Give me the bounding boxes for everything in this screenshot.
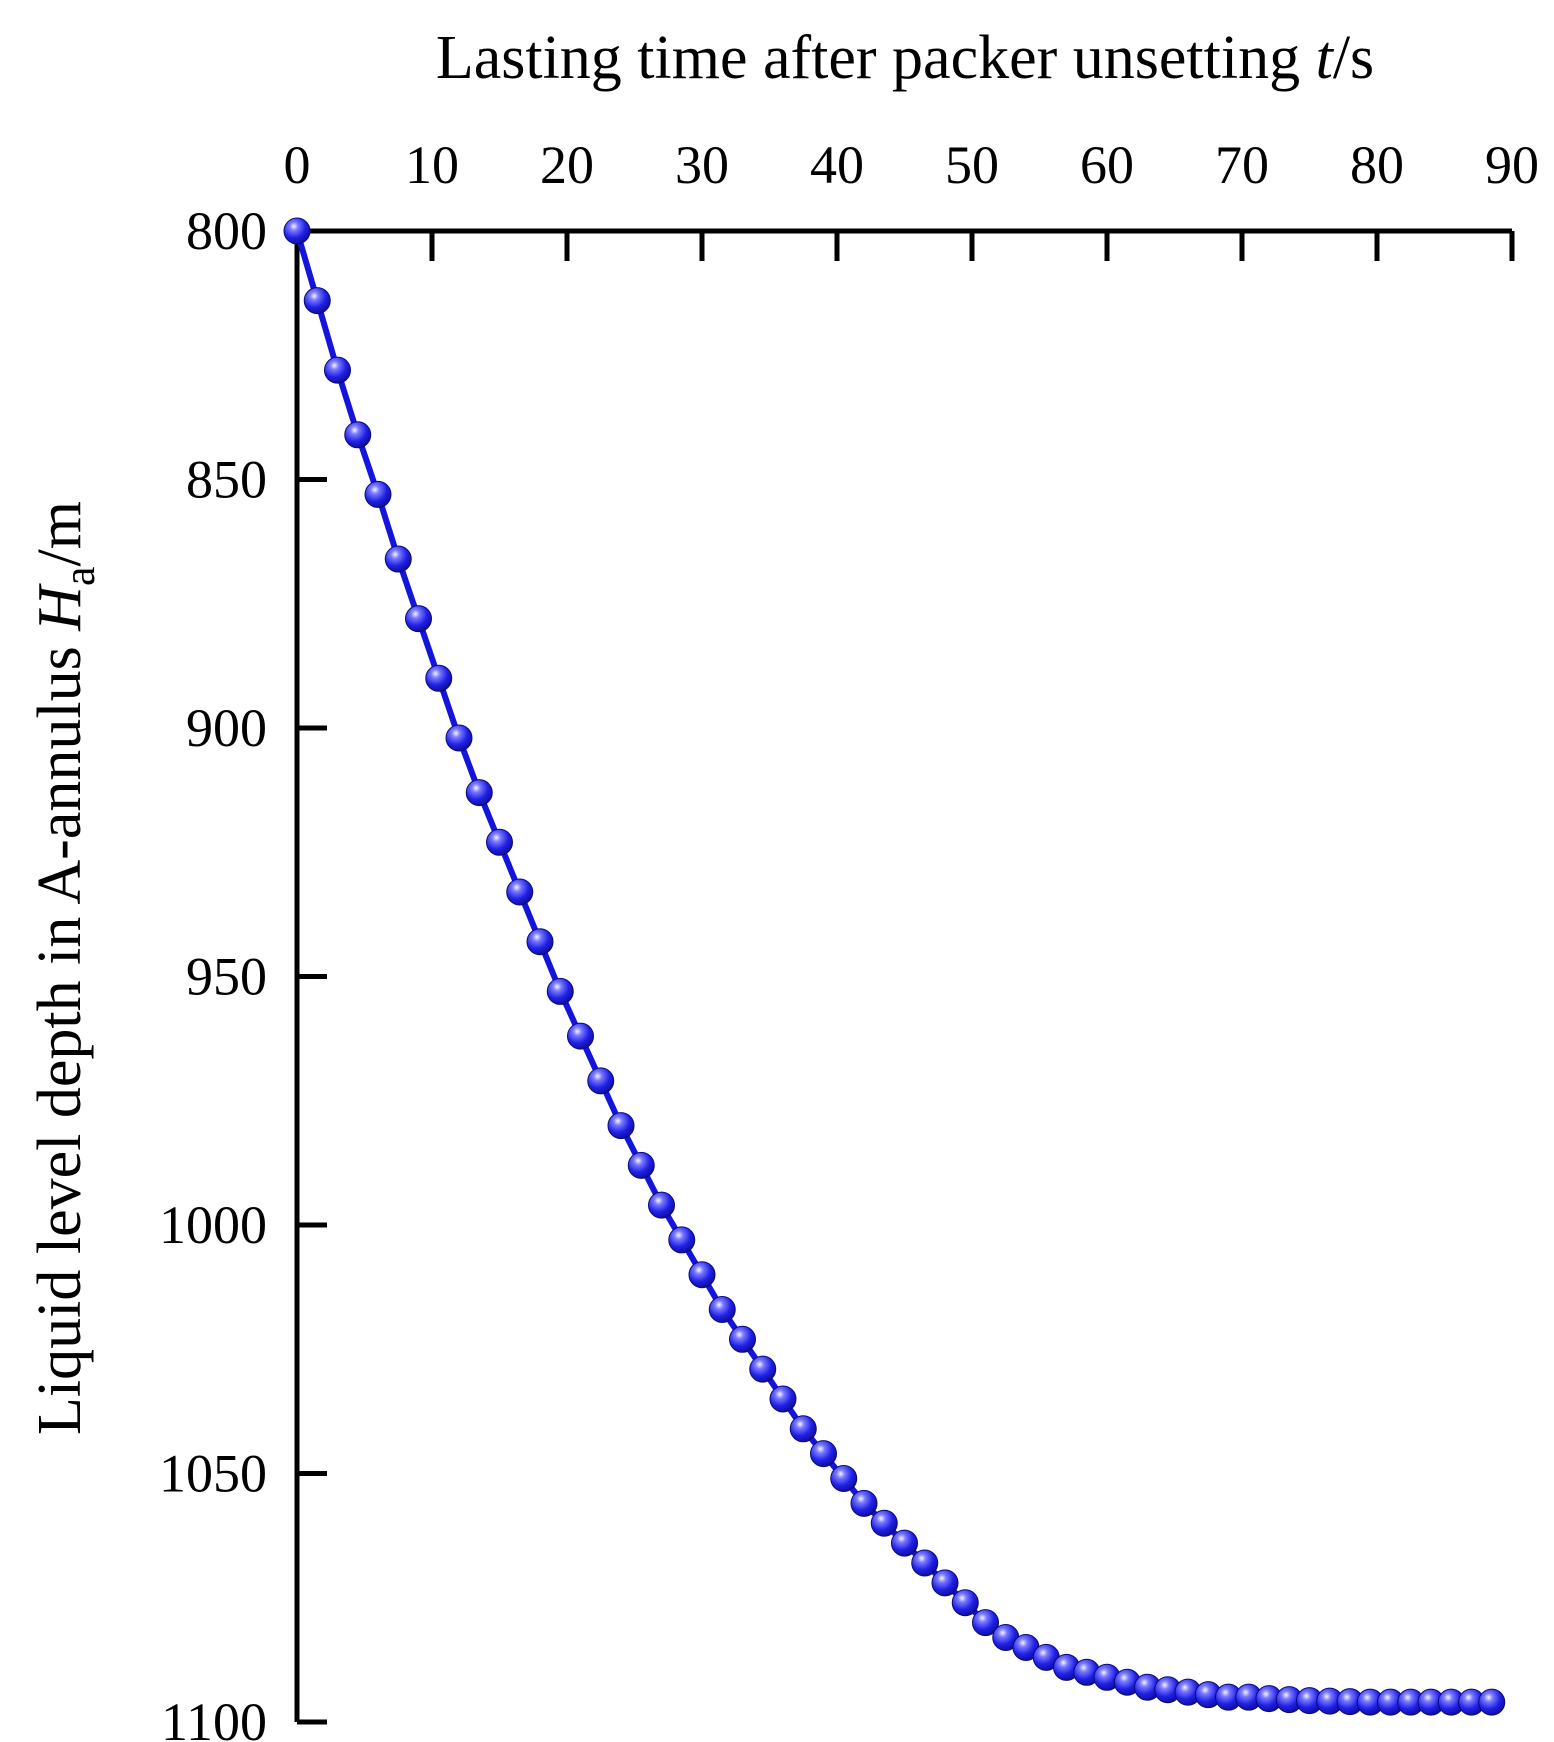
data-point [951, 1589, 979, 1617]
data-point [506, 878, 534, 906]
data-point [587, 1067, 615, 1095]
data-point [425, 664, 453, 692]
data-point [668, 1226, 696, 1254]
data-point [324, 356, 351, 384]
data-point [749, 1355, 777, 1383]
y-axis-ticks: 800 850 900 950 1000 1050 1100 [159, 201, 327, 1742]
data-point [486, 828, 513, 856]
y-tick-label: 850 [186, 450, 267, 510]
data-point [870, 1509, 898, 1537]
data-point [648, 1191, 675, 1219]
data-point [364, 480, 392, 508]
data-point [1478, 1688, 1506, 1716]
y-tick-label: 900 [186, 698, 267, 758]
data-point [810, 1440, 837, 1468]
x-tick-label: 50 [945, 135, 999, 195]
series-0 [283, 217, 1506, 1716]
y-tick-label: 1100 [161, 1692, 267, 1742]
data-point [972, 1609, 999, 1637]
data-point [405, 605, 432, 633]
x-tick-label: 20 [540, 135, 594, 195]
data-point [607, 1112, 635, 1140]
x-tick-label: 90 [1485, 135, 1539, 195]
series-layer [283, 217, 1506, 1716]
data-point [384, 545, 412, 573]
x-tick-label: 70 [1215, 135, 1269, 195]
x-axis-ticks: 0 10 20 30 40 50 60 70 80 90 [284, 135, 1539, 261]
data-point [546, 977, 574, 1005]
data-point [850, 1489, 878, 1517]
x-axis: 0 10 20 30 40 50 60 70 80 90 [284, 135, 1539, 261]
data-point [891, 1529, 918, 1557]
x-tick-label: 40 [810, 135, 864, 195]
y-tick-label: 1050 [159, 1444, 267, 1504]
x-tick-label: 0 [284, 135, 311, 195]
data-point [769, 1385, 797, 1413]
data-point [344, 421, 372, 449]
data-point [708, 1295, 736, 1323]
y-axis-title: Liquid level depth in A-annulus Ha/m [26, 501, 104, 1435]
x-tick-label: 60 [1080, 135, 1134, 195]
data-point [830, 1464, 858, 1492]
x-tick-label: 30 [675, 135, 729, 195]
data-point [445, 724, 473, 752]
data-point [789, 1415, 817, 1443]
y-axis: 800 850 900 950 1000 1050 1100 [159, 201, 327, 1742]
series-line [294, 230, 1492, 1706]
x-tick-label: 80 [1350, 135, 1404, 195]
data-point [526, 928, 554, 956]
y-tick-label: 1000 [159, 1195, 267, 1255]
data-point [688, 1261, 716, 1289]
data-point [729, 1325, 756, 1353]
data-point [465, 779, 493, 807]
x-axis-title: Lasting time after packer unsetting t/s [436, 24, 1374, 92]
y-tick-label: 950 [186, 947, 267, 1007]
x-tick-label: 10 [405, 135, 459, 195]
data-point [303, 287, 331, 315]
data-point [567, 1022, 594, 1050]
data-point [627, 1151, 655, 1179]
data-point [931, 1569, 959, 1597]
data-point [911, 1549, 939, 1577]
data-point [283, 217, 311, 245]
y-tick-label: 800 [186, 201, 267, 261]
